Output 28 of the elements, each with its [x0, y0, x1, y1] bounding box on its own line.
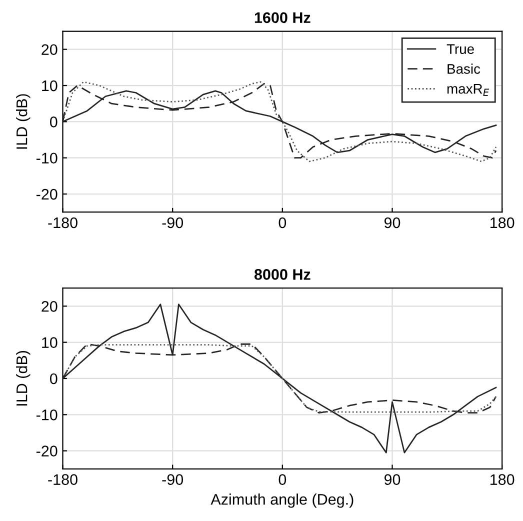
- y-tick-label: 0: [50, 116, 58, 128]
- y-axis-title: ILD (dB): [16, 350, 30, 406]
- x-tick-label: 180: [490, 217, 514, 228]
- legend-label: maxR$_{E}$: [447, 84, 490, 96]
- chart-title: 8000 Hz: [254, 269, 310, 280]
- legend-label: True: [446, 44, 474, 54]
- x-axis-title: Azimuth angle (Deg.): [210, 494, 354, 508]
- y-tick-label: 20: [42, 44, 58, 56]
- x-tick-label: -180: [48, 474, 78, 485]
- x-tick-label: 90: [384, 474, 400, 485]
- y-tick-label: 20: [42, 301, 58, 312]
- chart-title: 1600 Hz: [254, 12, 310, 24]
- y-tick-label: 10: [42, 80, 58, 92]
- y-tick-label: 10: [42, 337, 58, 348]
- y-axis-title: ILD (dB): [16, 94, 30, 149]
- y-tick-label: -20: [36, 188, 58, 200]
- y-tick-label: 0: [50, 373, 58, 384]
- y-tick-label: -20: [36, 446, 58, 456]
- y-tick-label: -10: [36, 152, 58, 164]
- legend-label: Basic: [448, 64, 480, 74]
- x-tick-label: -180: [48, 217, 78, 228]
- x-tick-label: 180: [490, 474, 514, 485]
- x-tick-label: 90: [384, 217, 400, 228]
- x-tick-label: -90: [162, 474, 184, 485]
- x-tick-label: 0: [278, 217, 286, 228]
- x-tick-label: 0: [278, 474, 286, 485]
- y-tick-label: -10: [36, 410, 58, 420]
- x-tick-label: -90: [162, 217, 184, 228]
